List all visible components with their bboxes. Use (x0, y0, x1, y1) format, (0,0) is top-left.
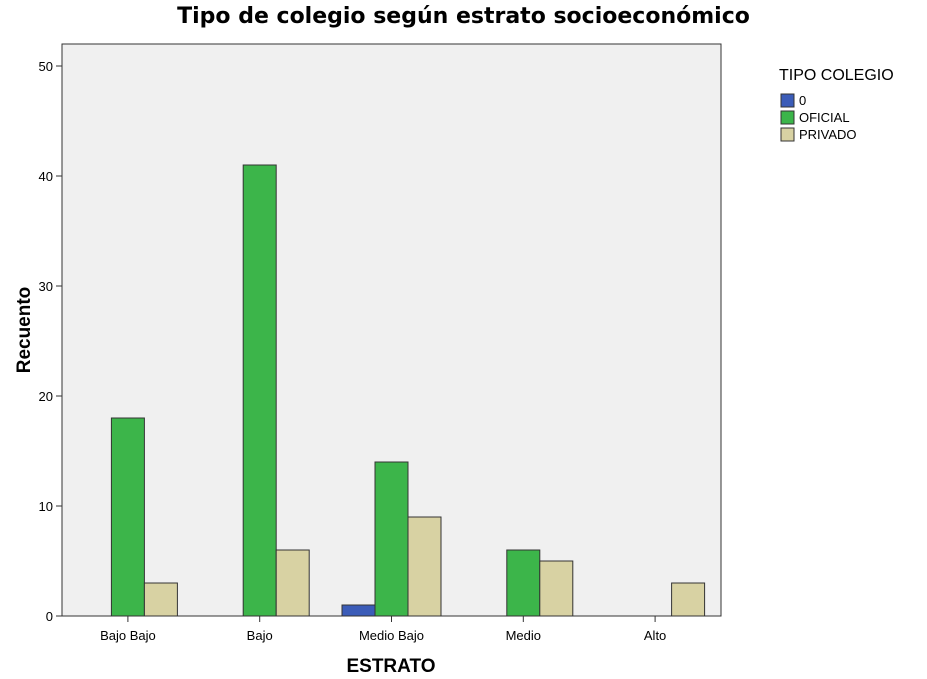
x-axis: Bajo Bajo Bajo Medio Bajo Medio Alto (100, 616, 666, 643)
bar-0-medio-bajo (341, 604, 376, 617)
legend-label-0: 0 (799, 93, 806, 108)
x-tick-label: Bajo (247, 628, 273, 643)
y-axis-title: Recuento (14, 287, 35, 374)
bars-layer (110, 164, 706, 617)
x-tick-label: Alto (644, 628, 666, 643)
chart-title: Tipo de colegio según estrato socioeconó… (177, 4, 750, 29)
bar-oficial-bajo (242, 164, 277, 617)
legend-swatch-privado (780, 127, 795, 142)
bar-privado-alto (671, 582, 706, 617)
bar-oficial-medio-bajo (374, 461, 409, 617)
legend-swatch-oficial (780, 110, 795, 125)
legend-title: TIPO COLEGIO (779, 67, 894, 84)
legend-label-oficial: OFICIAL (799, 110, 850, 125)
y-tick-label-0: 0 (46, 609, 53, 624)
bar-privado-bajo-bajo (143, 582, 178, 617)
y-tick-label-30: 30 (39, 279, 53, 294)
bar-oficial-medio (506, 549, 541, 617)
bar-privado-bajo (275, 549, 310, 617)
y-axis: 0 10 20 30 40 50 (39, 59, 62, 624)
legend-label-privado: PRIVADO (799, 127, 857, 142)
y-tick-label-10: 10 (39, 499, 53, 514)
bar-privado-medio-bajo (407, 516, 442, 617)
x-tick-label: Medio (506, 628, 541, 643)
x-tick-label: Bajo Bajo (100, 628, 156, 643)
x-axis-title: ESTRATO (346, 656, 435, 677)
y-tick-label-40: 40 (39, 169, 53, 184)
x-tick-label: Medio Bajo (359, 628, 424, 643)
bar-privado-medio (539, 560, 574, 617)
legend-swatch-0 (780, 93, 795, 108)
y-tick-label-20: 20 (39, 389, 53, 404)
y-tick-label-50: 50 (39, 59, 53, 74)
bar-oficial-bajo-bajo (110, 417, 145, 617)
legend: TIPO COLEGIO 0 OFICIAL PRIVADO (779, 67, 894, 142)
